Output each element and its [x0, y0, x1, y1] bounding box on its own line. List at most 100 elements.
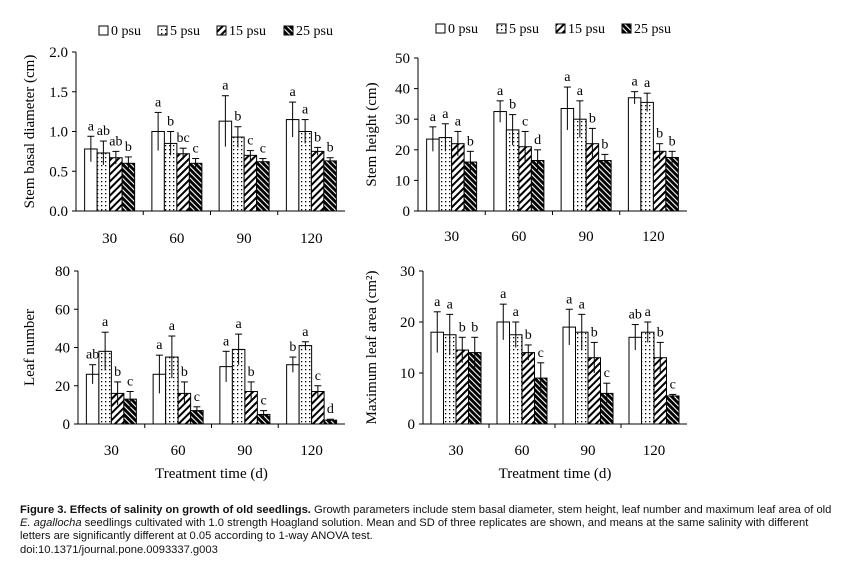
significance-letter: c [604, 366, 610, 381]
bar-15psu-60 [521, 352, 535, 425]
significance-letter: a [302, 103, 309, 118]
legend-label: 25 psu [634, 22, 671, 37]
significance-letter: b [125, 140, 132, 155]
significance-letter: d [534, 133, 541, 148]
bar-5psu-120 [298, 345, 313, 425]
significance-letter: a [497, 84, 504, 99]
legend-swatch [435, 23, 446, 34]
significance-letter: ab [109, 134, 122, 149]
bar-25psu-30 [121, 162, 136, 212]
bar-15psu-120 [310, 150, 325, 212]
legend-label: 25 psu [296, 24, 333, 39]
y-tick-label: 0 [408, 417, 416, 433]
legend-swatch [496, 23, 507, 34]
y-tick-label: 30 [395, 112, 410, 128]
y-tick-label: 1.0 [49, 125, 68, 141]
bar-15psu-120 [652, 150, 667, 212]
significance-letter: b [656, 127, 663, 142]
bar-5psu-120 [641, 331, 655, 425]
significance-letter: ab [97, 124, 110, 139]
significance-letter: d [327, 402, 334, 417]
significance-letter: b [601, 137, 608, 152]
y-tick-label: 0 [63, 417, 71, 433]
significance-letter: a [566, 292, 573, 307]
x-category-label: 120 [642, 229, 665, 245]
y-tick-label: 20 [55, 379, 70, 395]
y-tick-label: 50 [395, 51, 410, 67]
y-tick-label: 0 [403, 204, 411, 220]
bar-25psu-120 [323, 160, 337, 212]
significance-letter: b [289, 340, 296, 355]
y-tick-label: 20 [395, 143, 410, 159]
significance-letter: c [193, 142, 199, 157]
significance-letter: c [315, 369, 321, 384]
significance-letter: b [314, 130, 321, 145]
significance-letter: bc [177, 131, 190, 146]
significance-letter: a [442, 107, 449, 122]
significance-letter: b [509, 98, 516, 113]
bar-0psu-120 [627, 97, 642, 212]
legend-label: 15 psu [568, 22, 605, 37]
caption-text-a: Growth parameters include stem basal dia… [314, 504, 832, 516]
y-tick-label: 0.0 [49, 204, 68, 220]
significance-letter: b [525, 328, 532, 343]
significance-letter: c [538, 346, 544, 361]
legend-swatch [216, 25, 227, 36]
significance-letter: b [114, 365, 121, 380]
x-axis-label: Treatment time (d) [499, 466, 612, 482]
y-tick-label: 40 [395, 82, 410, 98]
x-category-label: 60 [511, 229, 526, 245]
bar-5psu-120 [640, 101, 654, 212]
significance-letter: c [261, 394, 267, 409]
bar-0psu-120 [628, 336, 642, 425]
y-axis-label: Stem basal diameter (cm) [22, 55, 38, 209]
significance-letter: ab [86, 348, 99, 363]
legend-swatch [283, 25, 294, 36]
significance-letter: b [467, 134, 474, 149]
significance-letter: b [459, 320, 466, 335]
significance-letter: a [223, 334, 230, 349]
x-category-label: 90 [237, 231, 252, 247]
significance-letter: c [194, 390, 200, 405]
significance-letter: b [234, 110, 241, 125]
significance-letter: a [430, 110, 437, 125]
significance-letter: c [670, 377, 676, 392]
legend-label: 15 psu [229, 24, 266, 39]
y-tick-label: 80 [55, 264, 70, 280]
caption-text-b: seedlings cultivated with 1.0 strength H… [20, 517, 809, 543]
legend: 0 psu 5 psu 15 psu 25 psu [435, 22, 671, 37]
y-tick-label: 20 [400, 315, 415, 331]
significance-letter: b [181, 365, 188, 380]
legend-label: 5 psu [509, 22, 539, 37]
legend: 0 psu 5 psu 15 psu 25 psu [98, 24, 333, 39]
significance-letter: a [513, 305, 520, 320]
bar-0psu-60 [493, 111, 507, 212]
x-category-label: 120 [300, 443, 323, 459]
bar-25psu-120 [666, 395, 680, 425]
significance-letter: a [500, 287, 507, 302]
significance-letter: a [156, 338, 163, 353]
bar-5psu-90 [231, 136, 245, 212]
significance-letter: a [632, 75, 639, 90]
legend-swatch [157, 25, 168, 36]
significance-letter: a [579, 297, 586, 312]
y-tick-label: 0.5 [49, 164, 68, 180]
figure-caption: Figure 3. Effects of salinity on growth … [20, 504, 840, 557]
x-category-label: 30 [444, 229, 459, 245]
significance-letter: a [455, 114, 462, 129]
bar-25psu-120 [665, 156, 679, 212]
x-category-label: 90 [581, 443, 596, 459]
bar-25psu-90 [598, 160, 612, 212]
y-axis-label: Leaf number [22, 309, 38, 386]
significance-letter: b [657, 325, 664, 340]
legend-label: 0 psu [111, 24, 141, 39]
significance-letter: b [327, 141, 334, 156]
legend-swatch [621, 23, 632, 34]
significance-letter: a [290, 85, 297, 100]
significance-letter: a [102, 315, 109, 330]
bar-15psu-30 [109, 157, 123, 212]
significance-letter: b [248, 365, 255, 380]
